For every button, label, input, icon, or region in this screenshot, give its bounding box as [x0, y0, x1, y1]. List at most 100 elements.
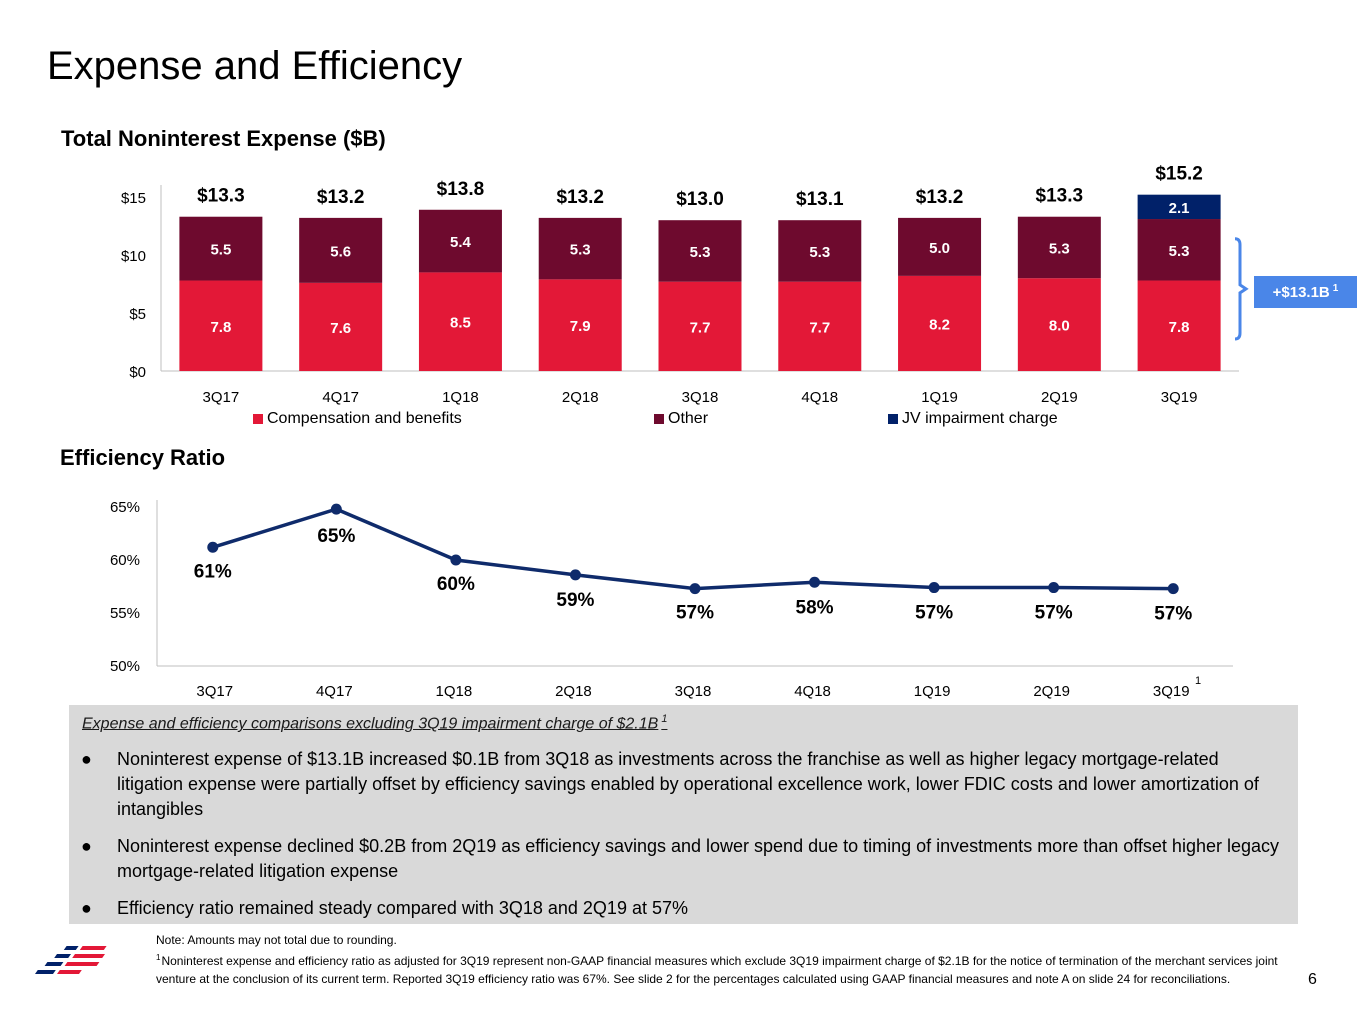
legend-label-compensation: Compensation and benefits [267, 410, 462, 427]
x-tick-label: 3Q18 [675, 683, 712, 700]
bar-total-label: $15.2 [1155, 164, 1203, 185]
commentary-heading-footnote: 1 [661, 713, 668, 725]
y-tick-label: $15 [121, 190, 146, 207]
ratio-point [928, 582, 940, 594]
ratio-data-label: 57% [1154, 604, 1192, 625]
footnotes: Note: Amounts may not total due to round… [156, 931, 1291, 988]
commentary-heading: Expense and efficiency comparisons exclu… [82, 713, 667, 733]
x-tick-footnote: 1 [1195, 675, 1201, 687]
data-label-compensation: 7.8 [1169, 319, 1190, 336]
ratio-chart-title: Efficiency Ratio [60, 445, 226, 470]
bar-segment-other [179, 216, 263, 281]
data-label-other: 5.5 [210, 242, 231, 259]
y-tick-label: $5 [129, 306, 146, 323]
bar-segment-compensation [658, 281, 742, 371]
bar-total-label: $13.1 [796, 189, 844, 210]
y-tick-label: $0 [129, 364, 146, 381]
ratio-data-label: 65% [317, 526, 355, 547]
page-number: 6 [1308, 971, 1317, 988]
commentary-box: Expense and efficiency comparisons exclu… [69, 705, 1298, 924]
data-label-compensation: 7.7 [690, 319, 711, 336]
legend-item-other: Other [654, 410, 708, 428]
bar-segment-compensation [1137, 280, 1221, 371]
efficiency-ratio-line-chart: 50% 55% 60% 65% 61% 3Q17 65% 4Q17 60% 1Q18 59% 2Q18… [110, 499, 1233, 700]
data-label-compensation: 7.8 [210, 319, 231, 336]
bar-segment-compensation [538, 279, 622, 371]
bullet-dot: ● [81, 836, 92, 856]
bullet-text: Noninterest expense declined $0.2B from … [117, 836, 1280, 881]
data-label-other: 5.3 [809, 244, 830, 261]
x-tick-label: 1Q19 [914, 683, 951, 700]
ratio-data-label: 57% [676, 603, 714, 624]
ratio-point [1048, 582, 1060, 594]
ratio-point [689, 583, 701, 595]
bar-total-label: $13.8 [437, 179, 485, 200]
y-tick-label: 65% [110, 499, 140, 516]
ratio-point [330, 503, 342, 515]
legend-label-jv: JV impairment charge [902, 410, 1058, 427]
bullet-item: ● Noninterest expense of $13.1B increase… [81, 747, 1287, 822]
data-label-other: 5.6 [330, 243, 351, 260]
x-tick-label: 1Q18 [436, 683, 473, 700]
x-tick-label: 3Q19 [1153, 683, 1190, 700]
x-tick-label: 3Q18 [682, 389, 719, 406]
ratio-data-label: 57% [915, 603, 953, 624]
bullet-dot: ● [81, 898, 92, 918]
x-tick-label: 4Q18 [794, 683, 831, 700]
expense-chart-title: Total Noninterest Expense ($B) [61, 126, 386, 151]
data-label-other: 5.3 [570, 242, 591, 259]
note-nongaap: 1 Noninterest expense and efficiency rat… [156, 949, 1291, 988]
bar-total-label: $13.0 [676, 189, 724, 210]
ratio-point [450, 554, 462, 566]
bullet-dot: ● [81, 749, 92, 769]
x-tick-label: 3Q17 [203, 389, 240, 406]
callout-bracket [1234, 237, 1249, 341]
legend-swatch-compensation [253, 414, 263, 424]
commentary-heading-text: Expense and efficiency comparisons exclu… [82, 715, 659, 733]
data-label-other: 5.3 [1169, 243, 1190, 260]
ratio-point [809, 576, 821, 588]
bar-segment-other [778, 220, 862, 282]
bar-segment-compensation [418, 272, 502, 371]
x-tick-label: 3Q19 [1161, 389, 1198, 406]
data-label-compensation: 7.6 [330, 320, 351, 337]
ratio-point [1167, 583, 1179, 595]
callout-footnote: 1 [1332, 282, 1339, 294]
bar-segment-other [1137, 219, 1221, 281]
legend-item-jv: JV impairment charge [888, 410, 1058, 428]
legend-item-compensation: Compensation and benefits [253, 410, 462, 428]
bank-flag-logo [34, 946, 107, 974]
data-label-other: 5.3 [1049, 240, 1070, 257]
data-label-other: 5.3 [690, 244, 711, 261]
ratio-data-label: 57% [1035, 603, 1073, 624]
callout-badge: +$13.1B 1 [1254, 276, 1357, 308]
bar-segment-other [418, 209, 502, 273]
bullet-item: ● Noninterest expense declined $0.2B fro… [81, 834, 1287, 884]
bar-segment-compensation [299, 282, 383, 371]
data-label-compensation: 8.2 [929, 316, 950, 333]
ratio-line [212, 507, 1174, 591]
data-label-compensation: 8.5 [450, 315, 471, 332]
page-title: Expense and Efficiency [47, 44, 463, 88]
x-tick-label: 2Q18 [562, 389, 599, 406]
legend-swatch-jv [888, 414, 898, 424]
ratio-data-label: 61% [194, 561, 232, 582]
data-label-other: 5.0 [929, 240, 950, 257]
data-label-compensation: 7.7 [809, 319, 830, 336]
x-tick-label: 4Q17 [322, 389, 359, 406]
legend-swatch-other [654, 414, 664, 424]
y-tick-label: 50% [110, 658, 140, 675]
callout-label: +$13.1B [1272, 283, 1330, 301]
ratio-point [207, 541, 219, 553]
note-nongaap-text: Noninterest expense and efficiency ratio… [156, 954, 1278, 986]
bar-segment-other [538, 217, 622, 280]
expense-bar-chart: $0 $5 $10 $15 7.8 5.5 $13.3 3Q17 7.6 5.6 $13.2 4Q17… [121, 164, 1249, 406]
bar-segment-other [1017, 216, 1101, 279]
ratio-data-label: 59% [556, 590, 594, 611]
note-marker: 1 [156, 953, 161, 962]
bar-segment-other [299, 217, 383, 283]
x-tick-label: 4Q17 [316, 683, 353, 700]
y-tick-label: $10 [121, 248, 146, 265]
bar-total-label: $13.2 [317, 187, 365, 208]
bar-segment-compensation [898, 275, 982, 371]
